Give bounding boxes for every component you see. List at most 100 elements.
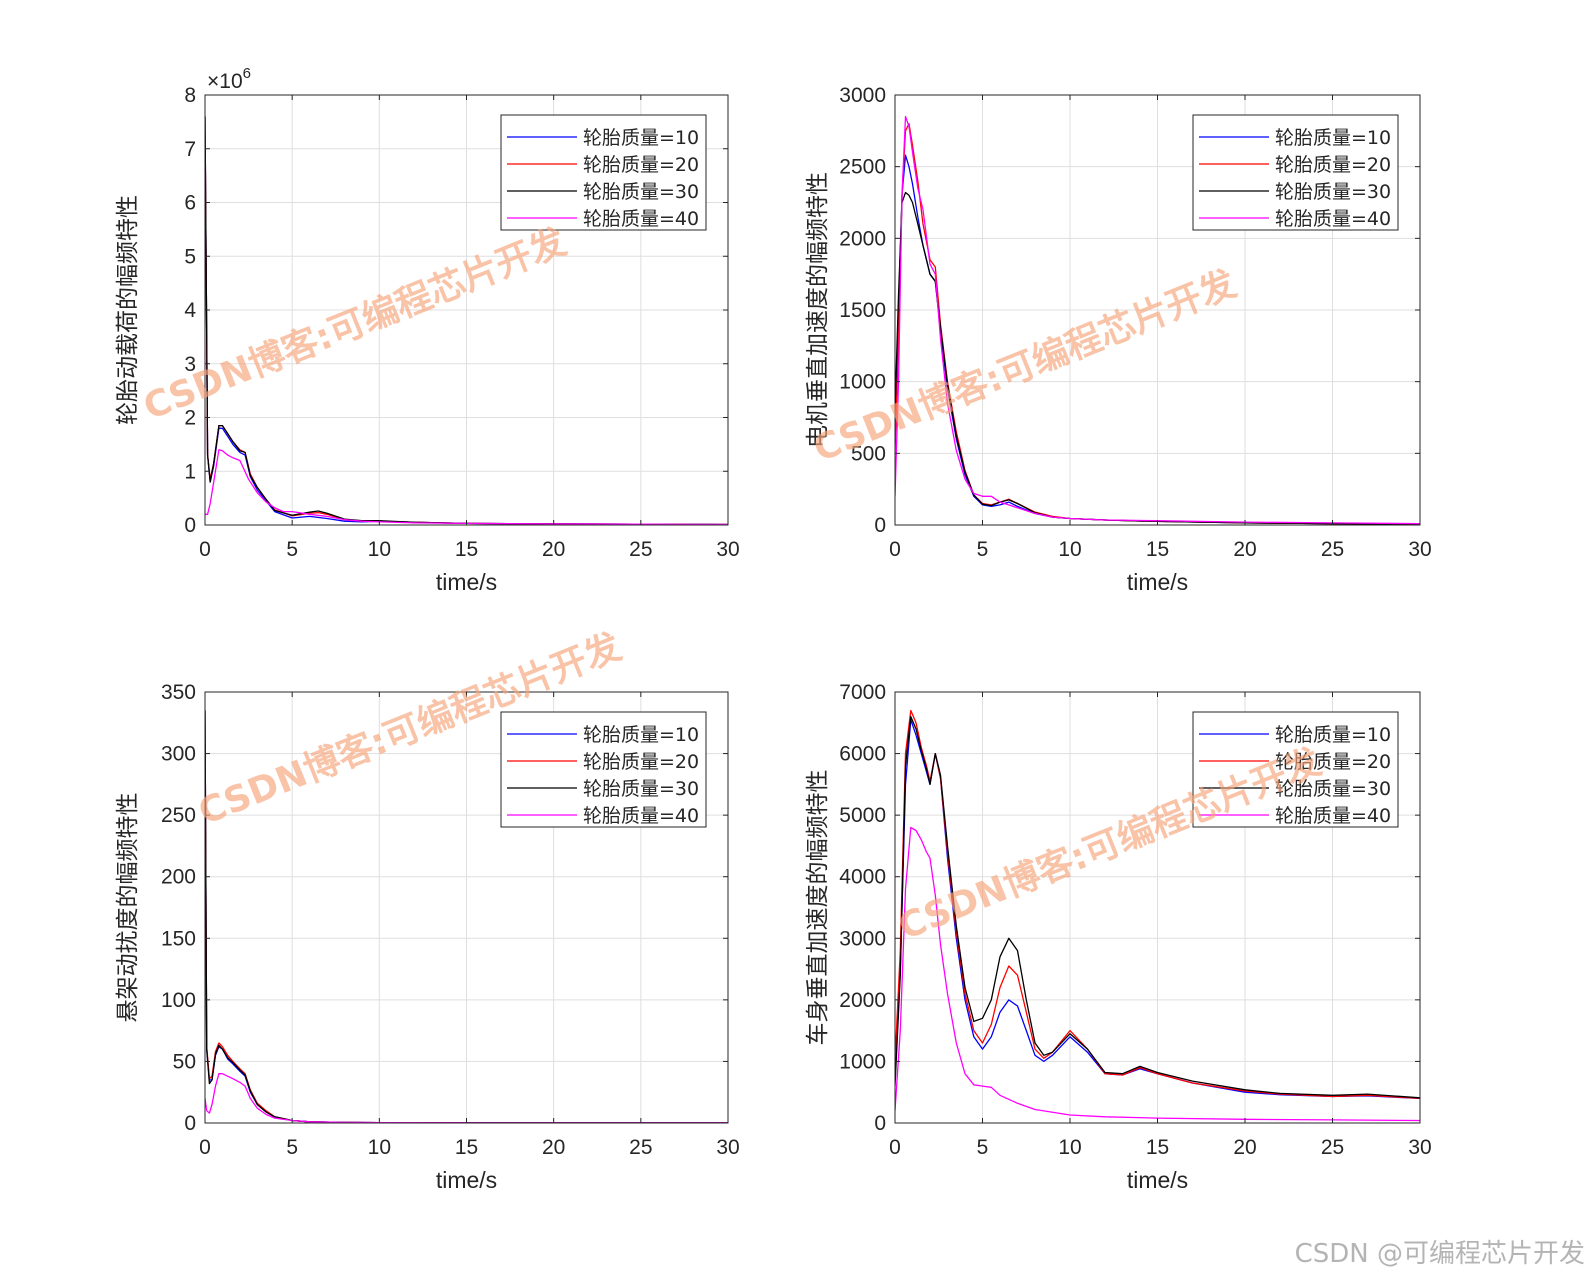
legend: 轮胎质量=10 轮胎质量=20 轮胎质量=30 轮胎质量=40: [500, 114, 707, 231]
y-tick-label: 3: [184, 353, 196, 376]
x-tick-label: 5: [977, 538, 989, 561]
x-axis-label: time/s: [1127, 1167, 1188, 1193]
x-tick-label: 30: [716, 538, 739, 561]
x-axis-label: time/s: [1127, 569, 1188, 595]
x-tick-label: 15: [455, 1136, 478, 1159]
legend: 轮胎质量=10 轮胎质量=20 轮胎质量=30 轮胎质量=40: [1192, 711, 1399, 828]
legend-entry: 轮胎质量=40: [583, 805, 699, 827]
y-axis-label: 电机垂直加速度的幅频特性: [805, 172, 831, 448]
series-line: [205, 449, 728, 525]
legend-box: [500, 711, 707, 828]
y-tick-label: 5: [184, 245, 196, 268]
x-tick-label: 30: [1408, 1136, 1431, 1159]
y-tick-label: 3000: [839, 84, 886, 107]
series-line: [895, 715, 1420, 1099]
x-tick-label: 25: [1321, 538, 1344, 561]
legend-entry: 轮胎质量=10: [583, 127, 699, 149]
x-tick-label: 10: [1058, 538, 1081, 561]
y-tick-label: 0: [184, 514, 196, 537]
series-line: [895, 826, 1420, 1122]
y-tick-label: 2500: [839, 156, 886, 179]
x-tick-label: 0: [889, 1136, 901, 1159]
legend-box: [1192, 711, 1399, 828]
x-tick-label: 0: [199, 538, 211, 561]
x-tick-label: 25: [629, 538, 652, 561]
y-tick-label: 2000: [839, 227, 886, 250]
legend-entry: 轮胎质量=30: [1275, 181, 1391, 203]
y-tick-label: 100: [161, 989, 196, 1012]
y-tick-label: 300: [161, 743, 196, 766]
legend-entry: 轮胎质量=30: [1275, 778, 1391, 800]
x-tick-label: 30: [1408, 538, 1431, 561]
csdn-credit: CSDN @可编程芯片开发: [1295, 1239, 1585, 1269]
y-tick-label: 250: [161, 804, 196, 827]
subplot-grid: 0 5 10 15 20 25 30012345678×106time/s轮胎动载荷的幅频特…: [115, 65, 1432, 1193]
legend-entry: 轮胎质量=10: [1275, 724, 1391, 746]
y-tick-label: 50: [173, 1050, 196, 1073]
y-tick-label: 7000: [839, 681, 886, 704]
y-tick-label: 5000: [839, 804, 886, 827]
subplot-1: 0 5 10 15 20 25 30012345678×106time/s轮胎动载荷的幅频特…: [115, 65, 740, 595]
y-tick-label: 150: [161, 927, 196, 950]
x-tick-label: 0: [199, 1136, 211, 1159]
y-axis-label: 悬架动扰度的幅频特性: [115, 793, 141, 1023]
y-exponent-power: 6: [243, 65, 251, 82]
legend-entry: 轮胎质量=20: [583, 751, 699, 773]
x-tick-label: 20: [1233, 1136, 1256, 1159]
legend-entry: 轮胎质量=10: [583, 724, 699, 746]
x-tick-label: 25: [629, 1136, 652, 1159]
y-tick-label: 1500: [839, 299, 886, 322]
series-lines: [895, 709, 1420, 1122]
series-line: [895, 115, 1420, 525]
x-tick-label: 25: [1321, 1136, 1344, 1159]
legend-entry: 轮胎质量=20: [1275, 154, 1391, 176]
y-tick-label: 1000: [839, 371, 886, 394]
legend-box: [1192, 114, 1399, 231]
y-tick-label: 500: [851, 442, 886, 465]
x-tick-label: 15: [1146, 538, 1169, 561]
legend-entry: 轮胎质量=30: [583, 778, 699, 800]
legend-box: [500, 114, 707, 231]
y-tick-label: 6: [184, 192, 196, 215]
legend-entry: 轮胎质量=40: [1275, 208, 1391, 230]
legend: 轮胎质量=10 轮胎质量=20 轮胎质量=30 轮胎质量=40: [1192, 114, 1399, 231]
x-tick-label: 20: [1233, 538, 1256, 561]
legend-entry: 轮胎质量=30: [583, 181, 699, 203]
y-tick-label: 0: [184, 1112, 196, 1135]
x-tick-label: 15: [455, 538, 478, 561]
subplot-4: 0 5 10 15 20 25 30 0 1000 2000 3000 4000 5000 6000 700…: [805, 681, 1432, 1193]
x-tick-label: 10: [1058, 1136, 1081, 1159]
legend-entry: 轮胎质量=20: [583, 154, 699, 176]
y-tick-label: 4: [184, 299, 196, 322]
x-tick-label: 15: [1146, 1136, 1169, 1159]
x-tick-label: 5: [286, 538, 298, 561]
y-tick-label: 2: [184, 407, 196, 430]
legend-entry: 轮胎质量=10: [1275, 127, 1391, 149]
x-tick-label: 10: [368, 1136, 391, 1159]
series-line: [895, 709, 1420, 1100]
y-tick-label: 7: [184, 138, 196, 161]
y-tick-label: 1: [184, 460, 196, 483]
x-tick-label: 5: [977, 1136, 989, 1159]
x-axis-label: time/s: [436, 1167, 497, 1193]
y-tick-label: 2000: [839, 989, 886, 1012]
y-tick-label: 4000: [839, 866, 886, 889]
y-tick-label: 200: [161, 866, 196, 889]
y-tick-label: 350: [161, 681, 196, 704]
series-lines: [205, 116, 728, 525]
legend-entry: 轮胎质量=20: [1275, 751, 1391, 773]
x-tick-label: 20: [542, 538, 565, 561]
y-axis-label: 轮胎动载荷的幅频特性: [115, 195, 141, 425]
x-tick-label: 0: [889, 538, 901, 561]
legend: 轮胎质量=10 轮胎质量=20 轮胎质量=30 轮胎质量=40: [500, 711, 707, 828]
subplot-3: 0 5 10 15 20 25 30050100150200250300350time/s悬…: [115, 681, 740, 1193]
y-tick-label: 0: [874, 1112, 886, 1135]
x-tick-label: 20: [542, 1136, 565, 1159]
x-tick-label: 10: [368, 538, 391, 561]
y-tick-label: 8: [184, 84, 196, 107]
y-tick-label: 0: [874, 514, 886, 537]
y-tick-label: 6000: [839, 743, 886, 766]
x-axis-label: time/s: [436, 569, 497, 595]
y-axis-label: 车身垂直加速度的幅频特性: [805, 770, 831, 1046]
